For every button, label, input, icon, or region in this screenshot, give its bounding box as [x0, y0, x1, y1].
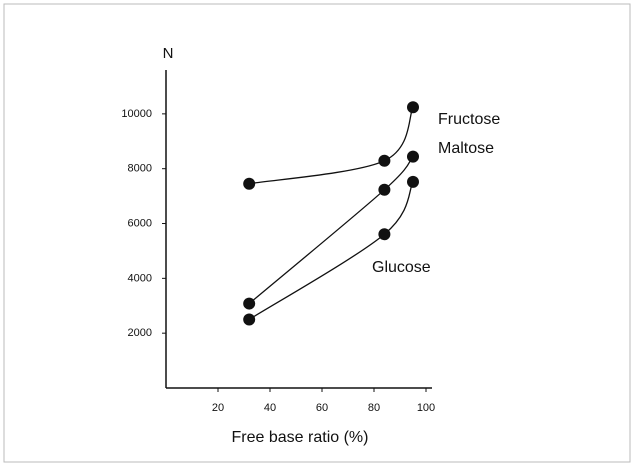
y-tick-label: 10000 — [121, 108, 152, 120]
y-tick-label: 8000 — [128, 163, 152, 175]
x-tick-label: 20 — [212, 402, 224, 414]
data-point — [378, 228, 391, 241]
x-tick-label: 60 — [316, 402, 328, 414]
x-tick-label: 80 — [368, 402, 380, 414]
y-tick-label: 4000 — [128, 272, 152, 284]
y-tick-label: 2000 — [128, 327, 152, 339]
x-tick-label: 40 — [264, 402, 276, 414]
frame — [3, 3, 631, 463]
data-point — [378, 154, 391, 167]
data-point — [243, 297, 256, 310]
y-tick-label: 6000 — [128, 217, 152, 229]
y-axis-label: N — [163, 45, 174, 62]
series-label: Maltose — [438, 140, 494, 157]
series-label: Glucose — [372, 259, 431, 276]
series-line — [249, 106, 414, 185]
data-point — [407, 101, 419, 114]
data-point — [407, 150, 419, 163]
data-point — [407, 175, 419, 188]
series-line — [248, 156, 414, 305]
series-label: Fructose — [438, 111, 500, 128]
data-point — [243, 177, 256, 190]
x-tick-label: 100 — [417, 402, 435, 414]
data-point — [243, 313, 256, 326]
data-point — [378, 183, 391, 196]
series-line — [248, 181, 414, 321]
x-axis-label: Free base ratio (%) — [232, 429, 369, 446]
